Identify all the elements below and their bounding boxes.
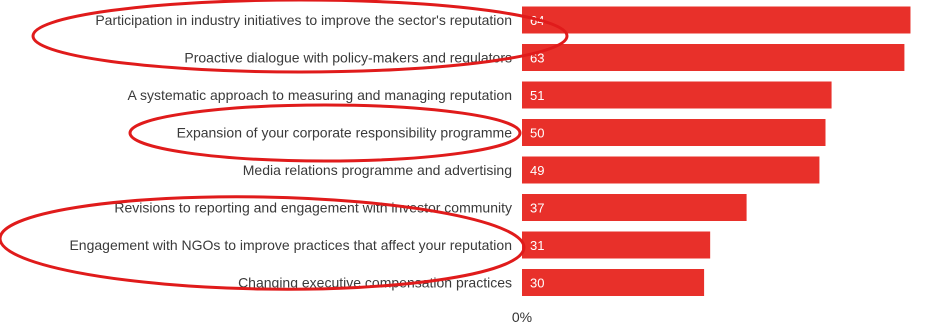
bar [522, 194, 747, 221]
bars-group [522, 6, 911, 296]
value-label: 31 [530, 238, 544, 253]
value-label: 50 [530, 126, 544, 141]
category-label: Expansion of your corporate responsibili… [177, 125, 513, 141]
bar [522, 81, 832, 109]
highlight-ellipse [31, 0, 569, 74]
value-label: 51 [530, 88, 544, 103]
value-label: 30 [530, 276, 544, 291]
bar [522, 269, 705, 296]
category-label: Participation in industry initiatives to… [95, 12, 512, 28]
category-label: Proactive dialogue with policy-makers an… [184, 50, 512, 66]
highlight-ellipse [128, 103, 522, 163]
category-label: Revisions to reporting and engagement wi… [114, 200, 512, 216]
bar [522, 156, 820, 184]
category-label: Engagement with NGOs to improve practice… [69, 237, 512, 253]
category-labels-group: Participation in industry initiatives to… [69, 12, 512, 291]
bar [522, 6, 911, 34]
annotation-ellipses-group [0, 0, 569, 291]
bar [522, 119, 826, 146]
value-label: 37 [530, 201, 544, 216]
category-label: Media relations programme and advertisin… [243, 162, 512, 178]
bar [522, 231, 711, 259]
value-label: 49 [530, 163, 544, 178]
bar [522, 44, 905, 71]
category-label: A systematic approach to measuring and m… [128, 87, 512, 103]
highlight-ellipse [0, 195, 526, 291]
x-axis-tick-label: 0% [512, 309, 532, 325]
